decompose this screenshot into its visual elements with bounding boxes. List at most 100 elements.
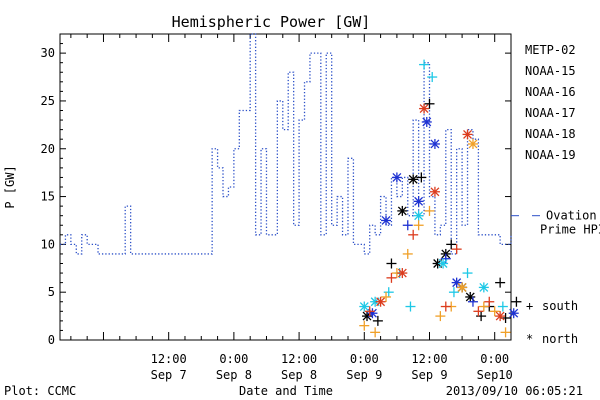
x-tick-label-time: 0:00 [219, 352, 248, 366]
x-axis-label: Date and Time [239, 384, 333, 398]
y-tick-label: 0 [48, 333, 55, 347]
marker-noaa-19 [495, 311, 506, 322]
marker-noaa-18 [467, 138, 478, 149]
y-axis: 0 5 10 15 20 25 30 [41, 43, 511, 347]
y-tick-label: 15 [41, 190, 55, 204]
legend-item-metp-02: METP-02 [525, 43, 576, 57]
ovation-series [60, 33, 512, 255]
marker-metp-02 [372, 315, 383, 326]
marker-metp-02 [476, 311, 487, 322]
marker-noaa-15 [467, 296, 478, 307]
marker-noaa-18 [402, 248, 413, 259]
marker-noaa-19 [440, 301, 451, 312]
marker-noaa-18 [413, 220, 424, 231]
marker-noaa-15 [429, 138, 440, 149]
marker-metp-02 [397, 205, 408, 216]
footer-credit: Plot: CCMC [4, 384, 76, 398]
legend-item-noaa-18: NOAA-18 [525, 127, 576, 141]
satellite-markers [359, 59, 522, 338]
ovation-label-line2: Prime HPI [540, 223, 600, 237]
y-tick-label: 30 [41, 46, 55, 60]
ovation-line-path [60, 33, 512, 255]
marker-noaa-15 [367, 308, 378, 319]
marker-noaa-19 [473, 306, 484, 317]
legend-item-noaa-19: NOAA-19 [525, 148, 576, 162]
marker-noaa-19 [397, 268, 408, 279]
x-tick-label-time: 0:00 [480, 352, 509, 366]
marker-metp-02 [446, 239, 457, 250]
marker-noaa-16 [497, 301, 508, 312]
marker-noaa-19 [375, 296, 386, 307]
x-tick-label-date: Sep10 [477, 368, 513, 382]
x-tick-label-time: 0:00 [350, 352, 379, 366]
x-tick-label-time: 12:00 [411, 352, 447, 366]
y-tick-label: 10 [41, 237, 55, 251]
legend: METP-02 NOAA-15 NOAA-16 NOAA-17 NOAA-18 NOAA-… [525, 43, 576, 162]
marker-noaa-16 [448, 287, 459, 298]
x-tick-label-date: Sep 7 [151, 368, 187, 382]
x-tick-label-date: Sep 9 [346, 368, 382, 382]
marker-metp-02 [424, 98, 435, 109]
marker-noaa-19 [462, 129, 473, 140]
legend-item-noaa-17: NOAA-17 [525, 106, 576, 120]
marker-noaa-15 [508, 308, 519, 319]
marker-noaa-16 [419, 59, 430, 70]
marker-noaa-16 [478, 282, 489, 293]
chart-title: Hemispheric Power [GW] [172, 13, 371, 31]
x-tick-label-date: Sep 8 [281, 368, 317, 382]
x-axis: 12:00 Sep 7 0:00 Sep 8 12:00 Sep 8 0:00 Sep 9 12… [70, 34, 513, 382]
marker-noaa-18 [381, 291, 392, 302]
marker-noaa-18 [478, 301, 489, 312]
marker-noaa-16 [383, 287, 394, 298]
marker-noaa-15 [402, 220, 413, 231]
legend-item-noaa-15: NOAA-15 [525, 64, 576, 78]
marker-noaa-19 [386, 272, 397, 283]
marker-metp-02 [465, 291, 476, 302]
legend-item-noaa-16: NOAA-16 [525, 85, 576, 99]
marker-noaa-16 [427, 72, 438, 83]
marker-noaa-15 [413, 196, 424, 207]
marker-noaa-18 [359, 320, 370, 331]
marker-noaa-19 [451, 244, 462, 255]
marker-metp-02 [495, 277, 506, 288]
south-label: south [542, 299, 578, 313]
plot-frame [59, 33, 512, 341]
marker-noaa-18 [424, 205, 435, 216]
north-symbol: * [526, 332, 533, 346]
marker-noaa-19 [484, 296, 495, 307]
marker-metp-02 [511, 296, 522, 307]
marker-noaa-18 [500, 327, 511, 338]
marker-noaa-16 [413, 210, 424, 221]
y-tick-label: 5 [48, 285, 55, 299]
marker-noaa-16 [462, 268, 473, 279]
ovation-label: Ovation Prime HPI [511, 209, 600, 237]
marker-noaa-18 [435, 311, 446, 322]
marker-noaa-18 [370, 327, 381, 338]
marker-noaa-16 [438, 258, 449, 269]
x-tick-label-date: Sep 8 [216, 368, 252, 382]
marker-metp-02 [416, 172, 427, 183]
marker-noaa-15 [421, 116, 432, 127]
marker-noaa-16 [405, 301, 416, 312]
marker-noaa-19 [408, 229, 419, 240]
y-tick-label: 25 [41, 94, 55, 108]
marker-noaa-19 [364, 306, 375, 317]
marker-noaa-19 [419, 103, 430, 114]
x-tick-label-time: 12:00 [281, 352, 317, 366]
footer-timestamp: 2013/09/10 06:05:21 [446, 384, 583, 398]
x-tick-label-date: Sep 9 [411, 368, 447, 382]
south-symbol: + [526, 299, 533, 313]
north-label: north [542, 332, 578, 346]
ovation-label-line1: Ovation [546, 209, 597, 223]
marker-legend: + south * north [526, 299, 578, 346]
y-tick-label: 20 [41, 142, 55, 156]
marker-noaa-15 [381, 215, 392, 226]
marker-noaa-18 [457, 282, 468, 293]
marker-noaa-15 [391, 172, 402, 183]
marker-noaa-16 [359, 301, 370, 312]
x-tick-label-time: 12:00 [151, 352, 187, 366]
y-axis-label: P [GW] [3, 165, 17, 208]
marker-metp-02 [408, 174, 419, 185]
marker-noaa-18 [489, 306, 500, 317]
